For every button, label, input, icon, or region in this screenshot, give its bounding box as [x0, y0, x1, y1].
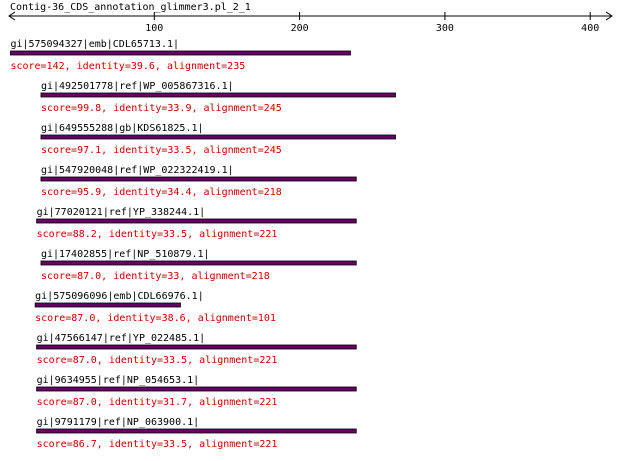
- hit-score-label: score=142, identity=39.6, alignment=235: [10, 61, 245, 72]
- axis-left-arrow: [8, 11, 16, 21]
- hit-row[interactable]: gi|77020121|ref|YP_338244.1| score=88.2, …: [36, 207, 357, 240]
- hit-accession-label[interactable]: gi|47566147|ref|YP_022485.1|: [37, 333, 206, 344]
- hit-row[interactable]: gi|649555288|gb|KDS61825.1| score=97.1, i…: [40, 123, 396, 156]
- hit-row[interactable]: gi|47566147|ref|YP_022485.1| score=87.0, …: [36, 333, 357, 366]
- hit-list: gi|575094327|emb|CDL65713.1| score=142, i…: [10, 39, 396, 450]
- hit-alignment-bar[interactable]: [40, 92, 396, 98]
- hit-alignment-bar[interactable]: [36, 386, 357, 392]
- hit-alignment-bar[interactable]: [36, 428, 357, 434]
- axis-tick-label: 300: [436, 23, 454, 34]
- hit-row[interactable]: gi|492501778|ref|WP_005867316.1| score=99…: [40, 81, 396, 114]
- hit-alignment-bar[interactable]: [10, 50, 351, 56]
- hit-row[interactable]: gi|17402855|ref|NP_510879.1| score=87.0, …: [40, 249, 357, 282]
- hit-score-label: score=86.7, identity=33.5, alignment=221: [37, 439, 278, 450]
- hit-accession-label[interactable]: gi|575096096|emb|CDL66976.1|: [35, 291, 204, 302]
- hit-row[interactable]: gi|575096096|emb|CDL66976.1| score=87.0, …: [34, 291, 276, 324]
- hit-accession-label[interactable]: gi|575094327|emb|CDL65713.1|: [10, 39, 179, 50]
- hit-accession-label[interactable]: gi|17402855|ref|NP_510879.1|: [41, 249, 210, 260]
- axis-tick-label: 100: [145, 23, 163, 34]
- hit-score-label: score=87.0, identity=33.5, alignment=221: [37, 355, 278, 366]
- hit-score-label: score=87.0, identity=33, alignment=218: [41, 271, 270, 282]
- hit-accession-label[interactable]: gi|547920048|ref|WP_022322419.1|: [41, 165, 234, 176]
- hit-score-label: score=87.0, identity=31.7, alignment=221: [37, 397, 278, 408]
- hit-alignment-bar[interactable]: [34, 302, 181, 308]
- hit-alignment-bar[interactable]: [40, 260, 357, 266]
- hit-alignment-bar[interactable]: [40, 134, 396, 140]
- axis-tick-label: 200: [291, 23, 309, 34]
- hit-accession-label[interactable]: gi|9634955|ref|NP_054653.1|: [37, 375, 200, 386]
- hit-accession-label[interactable]: gi|77020121|ref|YP_338244.1|: [37, 207, 206, 218]
- hit-score-label: score=99.8, identity=33.9, alignment=245: [41, 103, 282, 114]
- sequence-axis: 100 200 300 400: [8, 11, 613, 34]
- hit-alignment-bar[interactable]: [36, 344, 357, 350]
- hit-alignment-bar[interactable]: [40, 176, 357, 182]
- axis-right-arrow: [605, 11, 613, 21]
- hit-accession-label[interactable]: gi|649555288|gb|KDS61825.1|: [41, 123, 204, 134]
- axis-tick-label: 400: [581, 23, 599, 34]
- hit-row[interactable]: gi|9634955|ref|NP_054653.1| score=87.0, i…: [36, 375, 357, 408]
- hit-row[interactable]: gi|575094327|emb|CDL65713.1| score=142, i…: [10, 39, 351, 72]
- hit-accession-label[interactable]: gi|9791179|ref|NP_063900.1|: [37, 417, 200, 428]
- hit-score-label: score=88.2, identity=33.5, alignment=221: [37, 229, 278, 240]
- hit-score-label: score=87.0, identity=38.6, alignment=101: [35, 313, 276, 324]
- hit-accession-label[interactable]: gi|492501778|ref|WP_005867316.1|: [41, 81, 234, 92]
- hit-row[interactable]: gi|547920048|ref|WP_022322419.1| score=95…: [40, 165, 357, 198]
- hit-score-label: score=95.9, identity=34.4, alignment=218: [41, 187, 282, 198]
- diagram-title: Contig-36_CDS_annotation_glimmer3.pl_2_1: [10, 2, 251, 13]
- hit-alignment-bar[interactable]: [36, 218, 357, 224]
- hit-score-label: score=97.1, identity=33.5, alignment=245: [41, 145, 282, 156]
- hit-row[interactable]: gi|9791179|ref|NP_063900.1| score=86.7, i…: [36, 417, 357, 450]
